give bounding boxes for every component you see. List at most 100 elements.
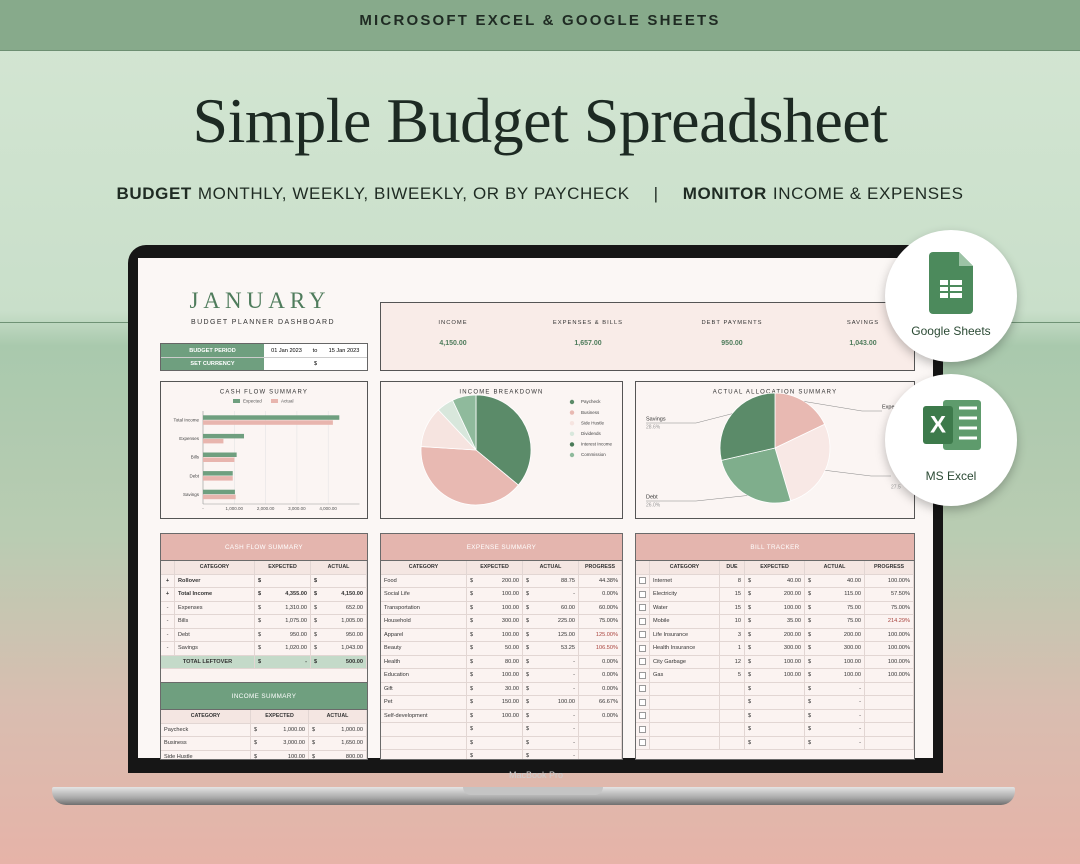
cell-value: - — [573, 658, 575, 665]
table-cell: 0.00% — [579, 709, 622, 722]
y-tick-label: Expenses — [179, 436, 200, 441]
table-cell: City Garbage — [650, 655, 720, 668]
cell-value: - — [859, 699, 861, 706]
table-cell: 100.00% — [865, 628, 914, 641]
currency: $ — [808, 645, 812, 652]
cell-value: Gift — [384, 685, 393, 692]
legend-swatch — [233, 399, 240, 403]
table-row: Mobile 10 $35.00 $75.00 214.29% — [636, 615, 914, 629]
table-cell: $100.00 — [467, 588, 523, 601]
legend-label: Side Hustle — [581, 420, 605, 425]
table-cell — [650, 723, 720, 736]
table-cell: $ - — [523, 709, 579, 722]
currency: $ — [526, 726, 530, 733]
table-cell — [720, 709, 745, 722]
header-cell: PROGRESS — [865, 561, 914, 574]
header-cell: CATEGORY — [161, 710, 251, 723]
legend-swatch — [271, 399, 278, 403]
table-cell: 75.00% — [865, 601, 914, 614]
currency: $ — [748, 739, 752, 746]
table-cell: Total Income — [175, 588, 255, 601]
cell-value: 44.38% — [599, 577, 618, 584]
table-title: INCOME SUMMARY — [161, 683, 367, 710]
header-cell: ACTUAL — [311, 561, 367, 574]
currency: $ — [526, 712, 530, 719]
table-cell — [650, 736, 720, 749]
label-cell: SET CURRENCY — [161, 358, 264, 370]
cell-value: 200.00 — [783, 631, 801, 638]
cell-value: 30.00 — [505, 685, 519, 692]
cell-value: 40.00 — [787, 577, 801, 584]
label-cell: BUDGET PERIOD — [161, 344, 264, 357]
checkbox-cell — [636, 709, 650, 722]
table-cell: $200.00 — [745, 628, 805, 641]
table-cell: $652.00 — [311, 601, 367, 614]
table-cell — [579, 723, 622, 736]
currency: $ — [470, 726, 474, 733]
chart-title: ACTUAL ALLOCATION SUMMARY — [713, 390, 838, 396]
table-cell: $1,650.00 — [309, 737, 367, 750]
table-title: BILL TRACKER — [636, 534, 914, 561]
table-cell: $125.00 — [523, 628, 579, 641]
cell-value: Electricity — [653, 591, 677, 598]
table-row: $ $ - — [636, 723, 914, 737]
cell-value: 75.00 — [847, 604, 861, 611]
cell-value: Total Income — [178, 591, 213, 598]
table-row: Gas 5 $100.00 $100.00 100.00% — [636, 669, 914, 683]
table-cell: Apparel — [381, 628, 467, 641]
chart-title: CASH FLOW SUMMARY — [220, 390, 308, 396]
bar — [203, 415, 340, 420]
checkbox-cell — [636, 574, 650, 587]
table-row: $ $ - — [636, 736, 914, 750]
summary-label: INCOME — [438, 320, 468, 326]
cell-value: 66.67% — [599, 699, 618, 706]
cell-value: 214.29% — [887, 618, 910, 625]
table-cell: $60.00 — [523, 601, 579, 614]
y-tick-label: Total Income — [173, 417, 199, 422]
to-cell: to — [312, 347, 318, 354]
table-cell: Health — [381, 655, 467, 668]
cell-value: - — [859, 739, 861, 746]
currency: $ — [470, 699, 474, 706]
cell-value: 125.00 — [557, 631, 575, 638]
cell-value: 1,650.00 — [341, 740, 363, 747]
table-cell: Gas — [650, 669, 720, 682]
currency: $ — [748, 631, 752, 638]
header-cell: CATEGORY — [650, 561, 720, 574]
table-row: $ $ - — [381, 750, 622, 759]
cell-value: 15 — [734, 604, 741, 611]
cell-value: 1,005.00 — [341, 618, 363, 625]
table-cell: $ - — [523, 723, 579, 736]
table-cell: 214.29% — [865, 615, 914, 628]
table-cell: 100.00% — [865, 642, 914, 655]
table-cell: Debt — [175, 628, 255, 641]
currency: $ — [258, 658, 262, 665]
cell-value: Beauty — [384, 645, 402, 652]
cell-value: 950.00 — [289, 631, 307, 638]
table-cell: $300.00 — [745, 642, 805, 655]
table-cell: $30.00 — [467, 682, 523, 695]
table-row: Business $3,000.00 $1,650.00 — [161, 737, 367, 751]
title: Simple Budget Spreadsheet — [192, 85, 888, 156]
table-cell — [720, 696, 745, 709]
cell-value: 40.00 — [847, 577, 861, 584]
currency: $ — [808, 672, 812, 679]
cell-value: 300.00 — [501, 618, 519, 625]
table-cell: 125.00% — [579, 628, 622, 641]
table-row: Life Insurance 3 $200.00 $200.00 100.00% — [636, 628, 914, 642]
cell-value: 35.00 — [787, 618, 801, 625]
checkbox — [639, 604, 646, 612]
table-row: Gift $30.00 $ -0.00% — [381, 682, 622, 696]
cell-value: Side Hustle — [164, 753, 193, 760]
currency: $ — [526, 577, 530, 584]
table-cell: Transportation — [381, 601, 467, 614]
table-cell: $800.00 — [309, 750, 367, 759]
cell-value: - — [166, 631, 169, 638]
table-cell — [865, 736, 914, 749]
table-cell: Life Insurance — [650, 628, 720, 641]
cell-value: 150.00 — [501, 699, 519, 706]
table-cell: $300.00 — [467, 615, 523, 628]
table: EXPENSE SUMMARY CATEGORY EXPECTED ACTUAL PRO… — [380, 533, 623, 760]
table-row: $ $ - — [636, 709, 914, 723]
